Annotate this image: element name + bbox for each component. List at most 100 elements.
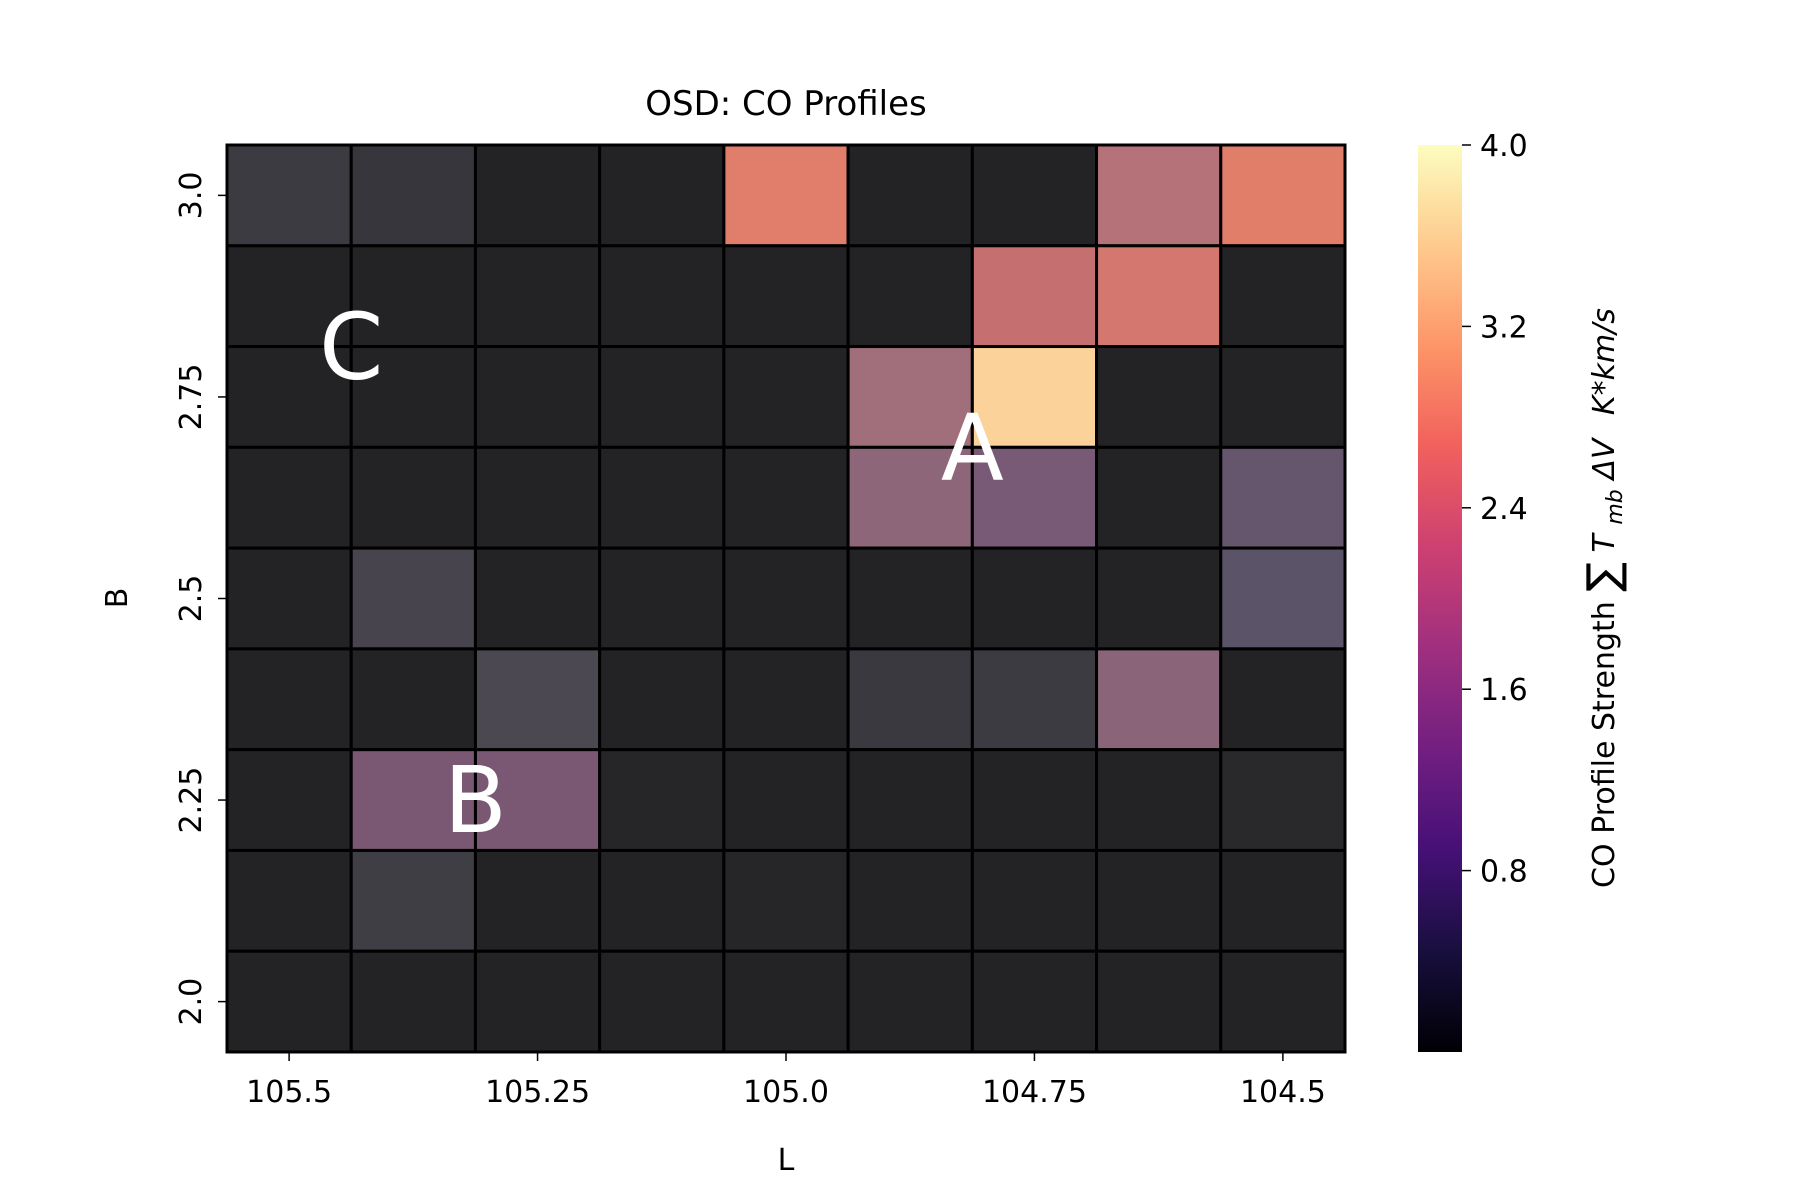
- colorbar-sum-symbol: ∑: [1578, 562, 1629, 592]
- heatmap-cell-r8-c7: [1095, 949, 1223, 1054]
- heatmap-cell-r3-c2: [473, 445, 602, 550]
- heatmap-cell-r3-c3: [598, 445, 726, 550]
- heatmap-cell-r1-c8: [1219, 244, 1347, 349]
- y-tick-label: 2.25: [174, 767, 209, 834]
- heatmap-cell-r6-c2: [473, 748, 602, 852]
- y-axis-label: B: [100, 588, 135, 609]
- heatmap-cell-r6-c0: [225, 748, 353, 852]
- colorbar-T-sub: mb: [1603, 489, 1628, 524]
- colorbar-ticks: 0.8 1.6 2.4 3.2 4.0: [1462, 129, 1528, 890]
- heatmap-cell-r1-c2: [473, 244, 602, 349]
- heatmap-cells: [225, 143, 1347, 1054]
- y-tick-label: 2.5: [174, 575, 209, 623]
- colorbar-delta-v: ΔV: [1587, 436, 1622, 482]
- colorbar-label: CO Profile Strength ∑ T mb ΔV K*km/s: [1578, 308, 1630, 888]
- heatmap-cell-r5-c2: [473, 647, 602, 752]
- heatmap-cell-r7-c2: [473, 848, 602, 953]
- heatmap-cell-r1-c3: [598, 244, 726, 349]
- colorbar-T: T: [1587, 532, 1622, 553]
- heatmap-cell-r3-c4: [722, 445, 850, 550]
- heatmap-cell-r8-c2: [473, 949, 602, 1054]
- heatmap-cell-r5-c4: [722, 647, 850, 752]
- heatmap-cell-r4-c5: [846, 546, 974, 651]
- heatmap-cell-r0-c4: [722, 143, 850, 248]
- heatmap-cell-r4-c3: [598, 546, 726, 651]
- heatmap-cell-r7-c6: [970, 848, 1099, 953]
- heatmap-cell-r0-c5: [846, 143, 974, 248]
- heatmap-cell-r3-c7: [1095, 445, 1223, 550]
- heatmap-cell-r4-c7: [1095, 546, 1223, 651]
- heatmap-annotations: A B C: [319, 294, 1004, 855]
- chart-title: OSD: CO Profiles: [645, 84, 927, 124]
- heatmap-cell-r2-c6: [970, 345, 1099, 449]
- colorbar: [1418, 145, 1462, 1052]
- heatmap-cell-r1-c6: [970, 244, 1099, 349]
- heatmap-cell-r8-c6: [970, 949, 1099, 1054]
- heatmap-cell-r7-c4: [722, 848, 850, 953]
- heatmap-cell-r7-c1: [349, 848, 477, 953]
- heatmap-cell-r1-c7: [1095, 244, 1223, 349]
- heatmap-cell-r5-c8: [1219, 647, 1347, 752]
- x-tick-label: 104.5: [1240, 1075, 1326, 1110]
- heatmap-cell-r8-c4: [722, 949, 850, 1054]
- heatmap-cell-r7-c0: [225, 848, 353, 953]
- heatmap-cell-r4-c1: [349, 546, 477, 651]
- heatmap-cell-r1-c5: [846, 244, 974, 349]
- heatmap-cell-r7-c8: [1219, 848, 1347, 953]
- heatmap-cell-r5-c7: [1095, 647, 1223, 752]
- heatmap-cell-r3-c0: [225, 445, 353, 550]
- heatmap-cell-r6-c8: [1219, 748, 1347, 852]
- heatmap-cell-r4-c8: [1219, 546, 1347, 651]
- heatmap-cell-r0-c8: [1219, 143, 1347, 248]
- heatmap-cell-r6-c6: [970, 748, 1099, 852]
- x-tick-label: 105.5: [246, 1075, 332, 1110]
- colorbar-tick-label: 1.6: [1480, 673, 1528, 708]
- annotation-b: B: [444, 747, 507, 854]
- heatmap-cell-r2-c3: [598, 345, 726, 449]
- heatmap-cell-r6-c5: [846, 748, 974, 852]
- heatmap-cell-r0-c1: [349, 143, 477, 248]
- heatmap-cell-r0-c7: [1095, 143, 1223, 248]
- heatmap-cell-r3-c6: [970, 445, 1099, 550]
- heatmap-cell-r4-c2: [473, 546, 602, 651]
- heatmap-cell-r0-c3: [598, 143, 726, 248]
- x-axis-label: L: [778, 1143, 795, 1178]
- heatmap-cell-r8-c1: [349, 949, 477, 1054]
- colorbar-tick-label: 2.4: [1480, 492, 1528, 527]
- heatmap-cell-r5-c0: [225, 647, 353, 752]
- heatmap-cell-r4-c0: [225, 546, 353, 651]
- y-tick-label: 3.0: [174, 172, 209, 220]
- heatmap-cell-r8-c5: [846, 949, 974, 1054]
- colorbar-label-prefix: CO Profile Strength: [1587, 592, 1622, 888]
- colorbar-units: K*km/s: [1587, 308, 1622, 415]
- heatmap-cell-r0-c6: [970, 143, 1099, 248]
- heatmap-cell-r2-c4: [722, 345, 850, 449]
- heatmap-cell-r5-c5: [846, 647, 974, 752]
- annotation-a: A: [941, 394, 1004, 501]
- heatmap-cell-r0-c0: [225, 143, 353, 248]
- heatmap-cell-r2-c7: [1095, 345, 1223, 449]
- heatmap-cell-r5-c6: [970, 647, 1099, 752]
- heatmap-cell-r7-c3: [598, 848, 726, 953]
- heatmap-cell-r5-c3: [598, 647, 726, 752]
- colorbar-tick-label: 4.0: [1480, 129, 1528, 164]
- heatmap-cell-r6-c4: [722, 748, 850, 852]
- heatmap-cell-r6-c3: [598, 748, 726, 852]
- colorbar-tick-label: 3.2: [1480, 310, 1528, 345]
- x-tick-label: 104.75: [982, 1075, 1087, 1110]
- heatmap-cell-r3-c1: [349, 445, 477, 550]
- x-tick-label: 105.0: [743, 1075, 829, 1110]
- annotation-c: C: [319, 294, 383, 401]
- heatmap-cell-r2-c8: [1219, 345, 1347, 449]
- heatmap-cell-r7-c5: [846, 848, 974, 953]
- y-tick-label: 2.0: [174, 978, 209, 1026]
- y-tick-label: 2.75: [174, 364, 209, 431]
- heatmap-cell-r2-c2: [473, 345, 602, 449]
- heatmap-cell-r5-c1: [349, 647, 477, 752]
- x-axis-ticks: 105.5 105.25 105.0 104.75 104.5: [246, 1052, 1326, 1110]
- colorbar-tick-label: 0.8: [1480, 855, 1528, 890]
- heatmap-cell-r3-c8: [1219, 445, 1347, 550]
- heatmap-cell-r1-c4: [722, 244, 850, 349]
- x-tick-label: 105.25: [485, 1075, 590, 1110]
